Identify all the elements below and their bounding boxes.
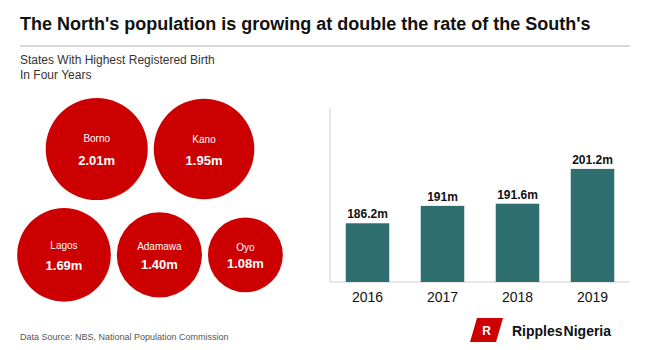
x-tick-label: 2017 (427, 289, 458, 305)
data-label: 1.40m (141, 257, 178, 272)
bubble (117, 212, 202, 297)
data-label: 201.2m (572, 153, 613, 167)
logo-text: R (482, 324, 491, 338)
data-label: 191m (427, 190, 458, 204)
title-rule (20, 46, 630, 47)
data-label: 2.01m (78, 153, 115, 168)
background (0, 0, 650, 350)
x-tick-label: 2016 (352, 289, 383, 305)
bar (571, 169, 615, 282)
title: The North's population is growing at dou… (20, 14, 591, 34)
bubble-label: Borno (83, 133, 110, 144)
bubble-label: Oyo (236, 242, 255, 253)
bubble-label: Adamawa (137, 241, 182, 252)
data-label: 186.2m (347, 207, 388, 221)
bubble (17, 208, 111, 302)
bar (496, 204, 540, 282)
bars (346, 169, 615, 282)
bar (346, 223, 390, 282)
bar (421, 206, 465, 282)
y-axis-line (330, 108, 331, 282)
data-label: 191.6m (497, 188, 538, 202)
chart: The North's population is growing at dou… (0, 0, 650, 350)
data-label: 1.95m (186, 153, 223, 168)
bubble (46, 98, 148, 200)
logo-icon (470, 318, 503, 342)
bubble (154, 99, 255, 200)
x-tick-label: 2018 (502, 289, 533, 305)
bubble (208, 217, 283, 292)
source-note: Data Source: NBS, National Population Co… (20, 332, 229, 342)
bubbles (17, 98, 283, 302)
subtitle: States With Highest Registered Birth (20, 53, 215, 67)
bubble-label: Lagos (50, 240, 77, 251)
bubble-label: Kano (192, 134, 216, 145)
x-tick-label: 2019 (577, 289, 608, 305)
logo-text: Ripples (512, 323, 563, 339)
data-label: 1.08m (227, 256, 264, 271)
subtitle: In Four Years (20, 68, 91, 82)
data-label: 1.69m (46, 258, 83, 273)
logo-text: Nigeria (564, 323, 612, 339)
